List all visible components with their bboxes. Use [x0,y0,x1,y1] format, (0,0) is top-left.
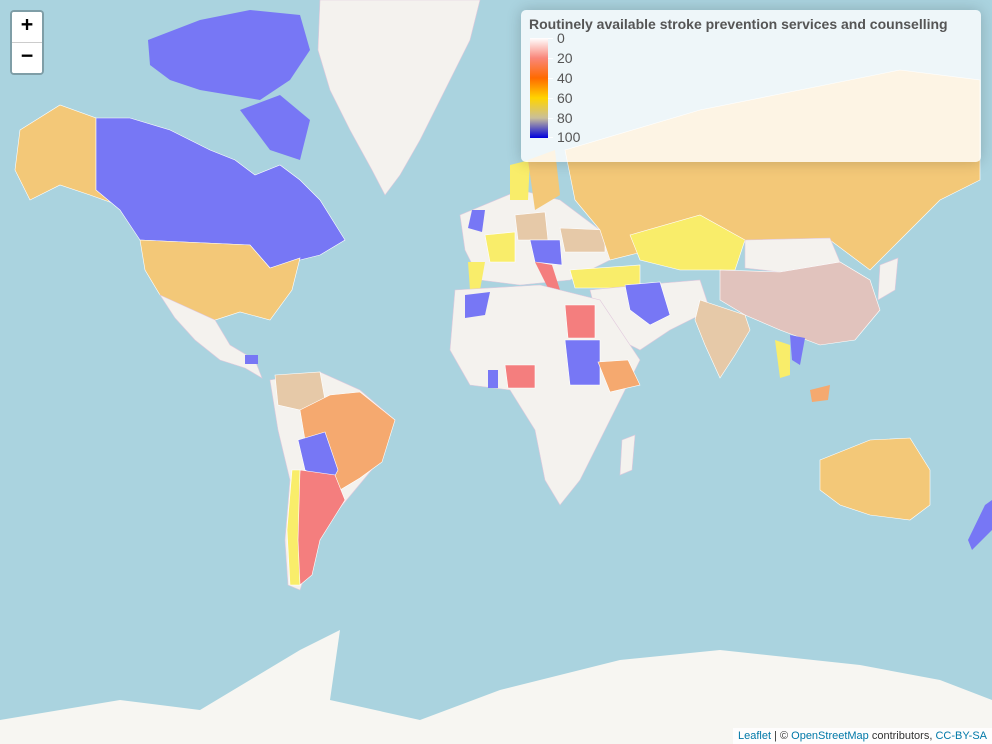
legend-tick-label: 100 [557,129,581,145]
region-malaysia[interactable] [810,385,830,402]
legend-scale: 0 20 40 60 80 100 [529,30,973,146]
attribution-separator: | © [771,730,792,742]
legend-title: Routinely available stroke prevention se… [529,16,948,32]
attribution: Leaflet | © OpenStreetMap contributors, … [732,728,992,744]
region-thailand[interactable] [775,340,790,378]
openstreetmap-link[interactable]: OpenStreetMap [791,730,869,742]
region-mexico[interactable] [159,294,263,379]
region-uk[interactable] [468,210,485,232]
region-india[interactable] [694,299,751,379]
legend-tick-mark [548,38,553,39]
region-canada[interactable] [95,117,346,269]
region-chile[interactable] [286,469,301,586]
legend-tick-mark [548,98,553,99]
region-egypt[interactable] [564,304,596,339]
legend-gradient-bar [530,38,548,138]
region-romania[interactable] [559,227,606,253]
region-madagascar[interactable] [619,434,636,476]
region-ghana[interactable] [488,370,498,388]
leaflet-link[interactable]: Leaflet [737,730,771,742]
region-antarctica[interactable] [0,630,992,744]
region-greenland[interactable] [317,0,481,196]
legend-tick-label: 80 [557,110,573,126]
legend-tick-mark [548,78,553,79]
region-vietnam[interactable] [790,335,805,365]
region-italy[interactable] [535,262,560,292]
region-new-zealand[interactable] [968,500,992,550]
region-caribbean[interactable] [245,355,258,364]
license-link[interactable]: CC-BY-SA [935,730,987,742]
region-nigeria[interactable] [504,364,536,389]
legend: Routinely available stroke prevention se… [521,10,981,162]
legend-tick-mark [548,118,553,119]
region-ethiopia[interactable] [597,359,641,393]
region-canada-arctic[interactable] [148,10,310,100]
legend-tick-mark [548,137,553,138]
region-canada-arctic-east[interactable] [240,95,310,160]
region-usa[interactable] [139,239,301,321]
zoom-out-button[interactable]: − [12,42,42,73]
region-iran[interactable] [624,281,671,326]
region-africa[interactable] [449,284,641,506]
region-australia[interactable] [819,437,931,521]
attribution-contributors: contributors, [868,730,936,742]
region-norway[interactable] [510,160,530,200]
region-kazakhstan[interactable] [629,214,746,271]
region-china[interactable] [719,261,881,346]
zoom-in-button[interactable]: + [12,12,42,42]
legend-tick-label: 40 [557,70,573,86]
region-argentina[interactable] [294,469,346,586]
legend-tick-label: 0 [557,30,565,46]
region-spain[interactable] [468,262,485,290]
legend-tick-mark [548,58,553,59]
legend-tick-label: 20 [557,50,573,66]
region-sudan[interactable] [564,339,601,386]
legend-tick-label: 60 [557,90,573,106]
region-sweden[interactable] [528,150,560,210]
region-balkans[interactable] [529,239,563,266]
region-japan[interactable] [877,257,899,301]
zoom-control: + − [10,10,44,75]
region-france[interactable] [484,231,516,263]
region-morocco[interactable] [465,292,490,318]
region-germany[interactable] [514,211,549,241]
region-alaska[interactable] [14,104,119,206]
